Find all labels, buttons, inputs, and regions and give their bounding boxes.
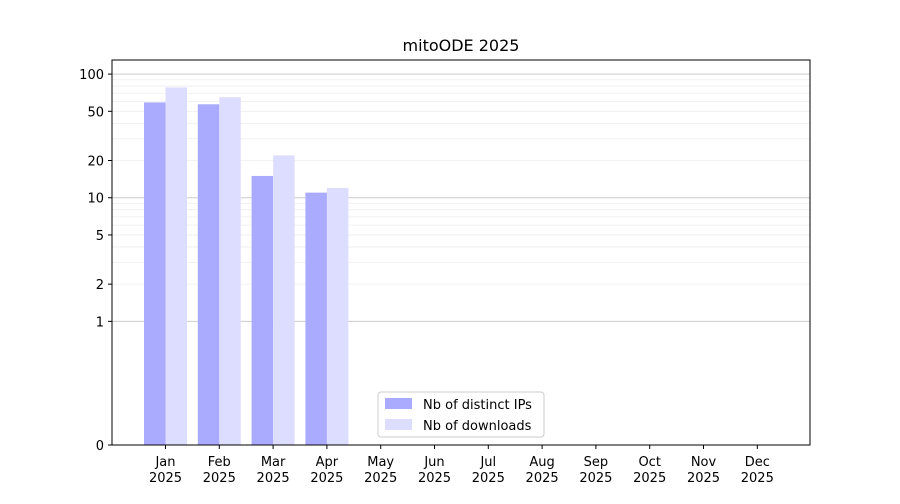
bar <box>305 192 327 445</box>
legend-box <box>377 391 545 438</box>
x-tick-label: Apr 2025 <box>310 455 343 486</box>
x-tick-label: Dec 2025 <box>741 455 774 486</box>
y-tick-label: 5 <box>96 229 104 244</box>
x-tick-label: Nov 2025 <box>687 455 720 486</box>
y-tick-label: 1 <box>96 315 104 330</box>
y-tick-label: 20 <box>87 155 104 170</box>
y-tick-label: 10 <box>87 192 104 207</box>
bar <box>251 175 274 445</box>
x-axis: Jan 2025 Feb 2025 Mar 2025 Apr 2025 May 2025 Jun 20… <box>149 445 774 486</box>
x-tick-label: May 2025 <box>364 455 397 486</box>
y-tick-label: 100 <box>79 68 104 83</box>
legend-swatch <box>385 398 412 409</box>
plot-frame <box>111 59 811 446</box>
x-tick-label: Jul 2025 <box>472 455 505 486</box>
y-tick-label: 0 <box>96 439 104 454</box>
bar <box>165 87 187 446</box>
bars <box>144 87 349 446</box>
bar <box>219 97 241 446</box>
x-tick-label: Oct 2025 <box>633 455 666 486</box>
legend-label: Nb of distinct IPs <box>423 398 532 413</box>
y-axis: 0 1 2 5 10 20 50 100 <box>79 68 112 454</box>
x-tick-label: Mar 2025 <box>257 455 290 486</box>
x-tick-label: Sep 2025 <box>579 455 612 486</box>
legend: Nb of distinct IPs Nb of downloads <box>377 391 545 438</box>
bar <box>273 155 295 445</box>
bar <box>144 102 166 445</box>
x-tick-label: Aug 2025 <box>526 455 559 486</box>
bar <box>326 187 349 445</box>
x-tick-label: Jun 2025 <box>418 455 451 486</box>
legend-label: Nb of downloads <box>423 419 532 434</box>
chart-title: mitoODE 2025 <box>403 36 520 55</box>
x-tick-label: Feb 2025 <box>203 455 236 486</box>
x-tick-label: Jan 2025 <box>149 455 182 486</box>
bar <box>197 104 220 445</box>
legend-swatch <box>385 419 412 430</box>
y-tick-label: 50 <box>87 105 104 120</box>
y-tick-label: 2 <box>96 278 104 293</box>
